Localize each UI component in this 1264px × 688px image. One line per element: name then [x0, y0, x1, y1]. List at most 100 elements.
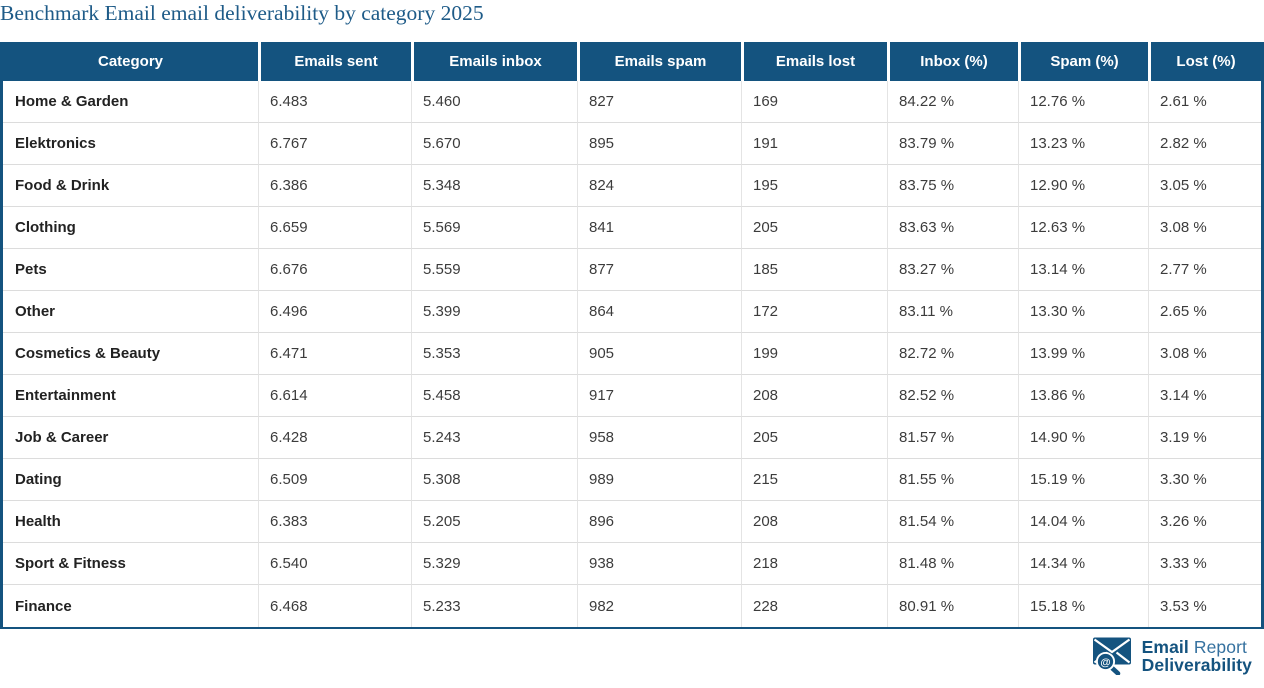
emails-spam-cell: 841 [577, 207, 741, 249]
column-header-lost-pct: Lost (%) [1148, 42, 1261, 81]
emails-lost-cell: 215 [741, 459, 887, 501]
column-header-emails-sent: Emails sent [258, 42, 411, 81]
emails-lost-cell: 195 [741, 165, 887, 207]
emails-inbox-cell: 5.569 [411, 207, 577, 249]
table-header: Category Emails sent Emails inbox Emails… [3, 42, 1261, 81]
table-row: Sport & Fitness 6.540 5.329 938 218 81.4… [3, 543, 1261, 585]
emails-spam-cell: 896 [577, 501, 741, 543]
table-row: Job & Career 6.428 5.243 958 205 81.57 %… [3, 417, 1261, 459]
table-row: Health 6.383 5.205 896 208 81.54 % 14.04… [3, 501, 1261, 543]
page-title: Benchmark Email email deliverability by … [0, 1, 484, 25]
emails-spam-cell: 895 [577, 123, 741, 165]
inbox-pct-cell: 81.48 % [887, 543, 1018, 585]
category-cell: Entertainment [3, 375, 258, 417]
column-header-emails-spam: Emails spam [577, 42, 741, 81]
category-cell: Elektronics [3, 123, 258, 165]
emails-lost-cell: 191 [741, 123, 887, 165]
category-cell: Dating [3, 459, 258, 501]
brand-word-email: Email [1141, 637, 1189, 657]
column-header-spam-pct: Spam (%) [1018, 42, 1148, 81]
lost-pct-cell: 3.14 % [1148, 375, 1261, 417]
lost-pct-cell: 2.82 % [1148, 123, 1261, 165]
spam-pct-cell: 13.99 % [1018, 333, 1148, 375]
lost-pct-cell: 3.26 % [1148, 501, 1261, 543]
emails-sent-cell: 6.614 [258, 375, 411, 417]
table-body: Home & Garden 6.483 5.460 827 169 84.22 … [3, 81, 1261, 627]
emails-spam-cell: 958 [577, 417, 741, 459]
emails-lost-cell: 205 [741, 417, 887, 459]
emails-sent-cell: 6.483 [258, 81, 411, 123]
lost-pct-cell: 3.30 % [1148, 459, 1261, 501]
brand-word-deliverability: Deliverability [1141, 655, 1252, 675]
lost-pct-cell: 3.05 % [1148, 165, 1261, 207]
emails-inbox-cell: 5.559 [411, 249, 577, 291]
emails-sent-cell: 6.676 [258, 249, 411, 291]
column-header-emails-lost: Emails lost [741, 42, 887, 81]
spam-pct-cell: 14.04 % [1018, 501, 1148, 543]
emails-inbox-cell: 5.353 [411, 333, 577, 375]
spam-pct-cell: 15.19 % [1018, 459, 1148, 501]
column-header-inbox-pct: Inbox (%) [887, 42, 1018, 81]
inbox-pct-cell: 83.27 % [887, 249, 1018, 291]
emails-sent-cell: 6.386 [258, 165, 411, 207]
emails-sent-cell: 6.468 [258, 585, 411, 627]
emails-lost-cell: 169 [741, 81, 887, 123]
inbox-pct-cell: 82.52 % [887, 375, 1018, 417]
category-cell: Job & Career [3, 417, 258, 459]
header-row: Category Emails sent Emails inbox Emails… [3, 42, 1261, 81]
inbox-pct-cell: 81.55 % [887, 459, 1018, 501]
emails-inbox-cell: 5.460 [411, 81, 577, 123]
inbox-pct-cell: 81.57 % [887, 417, 1018, 459]
emails-spam-cell: 827 [577, 81, 741, 123]
inbox-pct-cell: 83.11 % [887, 291, 1018, 333]
emails-sent-cell: 6.767 [258, 123, 411, 165]
table-row: Pets 6.676 5.559 877 185 83.27 % 13.14 %… [3, 249, 1261, 291]
brand-word-report: Report [1193, 637, 1247, 657]
spam-pct-cell: 13.86 % [1018, 375, 1148, 417]
emails-spam-cell: 864 [577, 291, 741, 333]
emails-lost-cell: 218 [741, 543, 887, 585]
footer: @ Email Report Deliverability [0, 637, 1264, 675]
spam-pct-cell: 15.18 % [1018, 585, 1148, 627]
lost-pct-cell: 3.19 % [1148, 417, 1261, 459]
lost-pct-cell: 3.33 % [1148, 543, 1261, 585]
lost-pct-cell: 2.77 % [1148, 249, 1261, 291]
table-row: Cosmetics & Beauty 6.471 5.353 905 199 8… [3, 333, 1261, 375]
spam-pct-cell: 13.30 % [1018, 291, 1148, 333]
table-row: Elektronics 6.767 5.670 895 191 83.79 % … [3, 123, 1261, 165]
spam-pct-cell: 14.90 % [1018, 417, 1148, 459]
spam-pct-cell: 13.14 % [1018, 249, 1148, 291]
lost-pct-cell: 3.53 % [1148, 585, 1261, 627]
emails-inbox-cell: 5.329 [411, 543, 577, 585]
emails-sent-cell: 6.383 [258, 501, 411, 543]
emails-spam-cell: 877 [577, 249, 741, 291]
spam-pct-cell: 12.76 % [1018, 81, 1148, 123]
column-header-emails-inbox: Emails inbox [411, 42, 577, 81]
brand-text: Email Report Deliverability [1142, 638, 1252, 674]
table-row: Other 6.496 5.399 864 172 83.11 % 13.30 … [3, 291, 1261, 333]
emails-lost-cell: 185 [741, 249, 887, 291]
brand-logo[interactable]: @ Email Report Deliverability [1092, 637, 1252, 675]
category-cell: Health [3, 501, 258, 543]
inbox-pct-cell: 83.79 % [887, 123, 1018, 165]
spam-pct-cell: 13.23 % [1018, 123, 1148, 165]
inbox-pct-cell: 84.22 % [887, 81, 1018, 123]
category-cell: Pets [3, 249, 258, 291]
lost-pct-cell: 3.08 % [1148, 207, 1261, 249]
emails-inbox-cell: 5.670 [411, 123, 577, 165]
table-row: Food & Drink 6.386 5.348 824 195 83.75 %… [3, 165, 1261, 207]
emails-spam-cell: 917 [577, 375, 741, 417]
emails-inbox-cell: 5.348 [411, 165, 577, 207]
emails-lost-cell: 228 [741, 585, 887, 627]
emails-sent-cell: 6.540 [258, 543, 411, 585]
emails-lost-cell: 172 [741, 291, 887, 333]
emails-spam-cell: 989 [577, 459, 741, 501]
emails-sent-cell: 6.496 [258, 291, 411, 333]
deliverability-table: Category Emails sent Emails inbox Emails… [0, 42, 1264, 629]
emails-inbox-cell: 5.205 [411, 501, 577, 543]
emails-inbox-cell: 5.243 [411, 417, 577, 459]
table-row: Home & Garden 6.483 5.460 827 169 84.22 … [3, 81, 1261, 123]
emails-spam-cell: 824 [577, 165, 741, 207]
category-cell: Food & Drink [3, 165, 258, 207]
emails-spam-cell: 938 [577, 543, 741, 585]
